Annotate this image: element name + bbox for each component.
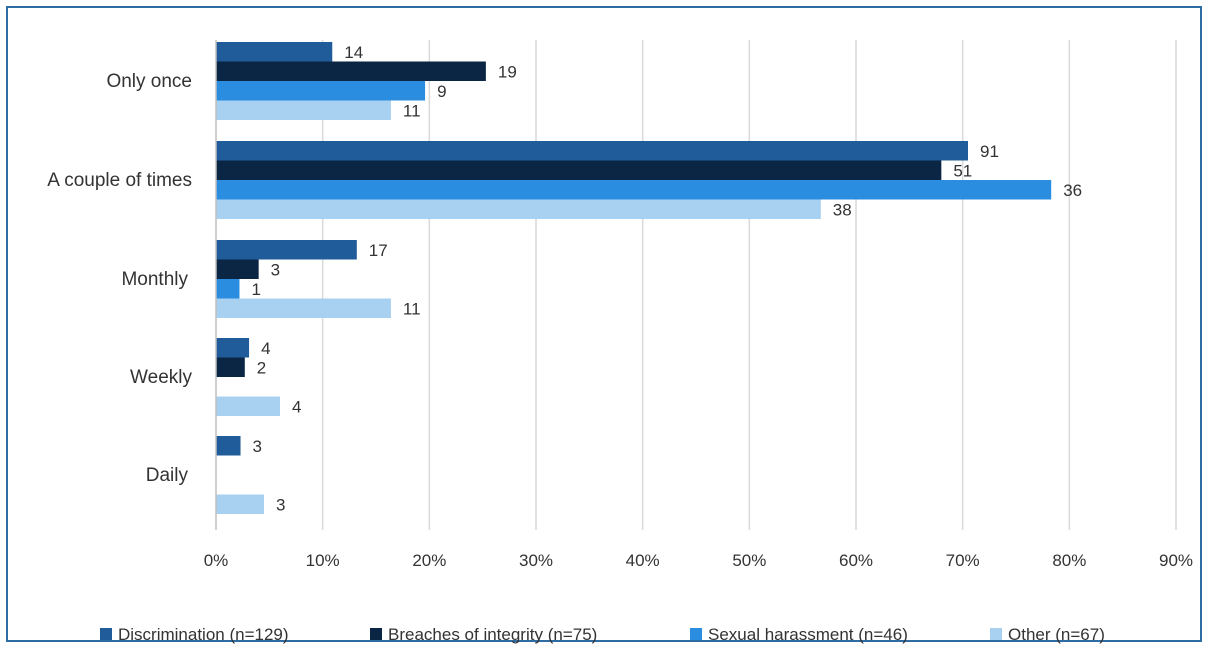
bar — [216, 61, 486, 81]
x-tick-label: 70% — [946, 551, 980, 570]
bar — [216, 160, 942, 180]
data-label: 36 — [1063, 181, 1082, 200]
chart-frame — [6, 6, 1202, 642]
x-tick-label: 20% — [412, 551, 446, 570]
legend-label: Breaches of integrity (n=75) — [388, 625, 597, 644]
data-label: 4 — [292, 397, 301, 416]
data-label: 2 — [257, 358, 266, 377]
bar — [216, 436, 241, 456]
x-tick-label: 90% — [1159, 551, 1193, 570]
bar — [216, 199, 821, 219]
category-label: Only once — [106, 71, 192, 92]
bar — [216, 259, 259, 279]
x-tick-label: 40% — [626, 551, 660, 570]
bar — [216, 298, 391, 318]
data-label: 3 — [271, 260, 280, 279]
data-label: 9 — [437, 82, 446, 101]
category-label: A couple of times — [47, 170, 192, 191]
legend-swatch — [990, 628, 1002, 640]
legend-swatch — [370, 628, 382, 640]
category-label: Monthly — [121, 269, 188, 290]
data-label: 11 — [403, 299, 421, 318]
x-tick-label: 50% — [732, 551, 766, 570]
bar — [216, 494, 264, 514]
data-label: 19 — [498, 62, 517, 81]
axes: 0% 10% 20% 30% 40% 50% 60% 70% 80% 90% Only once A … — [47, 40, 1193, 570]
legend-label: Other (n=67) — [1008, 625, 1105, 644]
bar — [216, 338, 250, 358]
data-label: 1 — [251, 280, 260, 299]
data-label: 4 — [261, 339, 270, 358]
data-label: 17 — [369, 241, 388, 260]
x-tick-label: 60% — [839, 551, 873, 570]
data-label: 3 — [276, 495, 285, 514]
data-label: 91 — [980, 142, 999, 161]
x-tick-label: 10% — [306, 551, 340, 570]
bar — [216, 240, 357, 260]
legend-label: Discrimination (n=129) — [118, 625, 289, 644]
x-tick-label: 0% — [204, 551, 229, 570]
x-tick-label: 30% — [519, 551, 553, 570]
bar — [216, 396, 280, 416]
gridlines — [321, 40, 1177, 530]
data-label: 51 — [953, 161, 972, 180]
x-tick-label: 80% — [1052, 551, 1086, 570]
legend: Discrimination (n=129) Breaches of integr… — [100, 625, 1105, 644]
bar — [216, 100, 391, 120]
data-label: 14 — [344, 43, 363, 62]
legend-swatch — [100, 628, 112, 640]
legend-label: Sexual harassment (n=46) — [708, 625, 908, 644]
bar — [216, 357, 245, 377]
legend-swatch — [690, 628, 702, 640]
data-label: 11 — [403, 101, 421, 120]
bar — [216, 180, 1052, 200]
data-label: 38 — [833, 200, 852, 219]
data-label: 3 — [253, 437, 262, 456]
category-label: Daily — [146, 465, 189, 486]
category-label: Weekly — [130, 367, 192, 388]
bar — [216, 141, 968, 161]
bar — [216, 42, 333, 62]
bar — [216, 279, 240, 299]
bar — [216, 81, 426, 101]
